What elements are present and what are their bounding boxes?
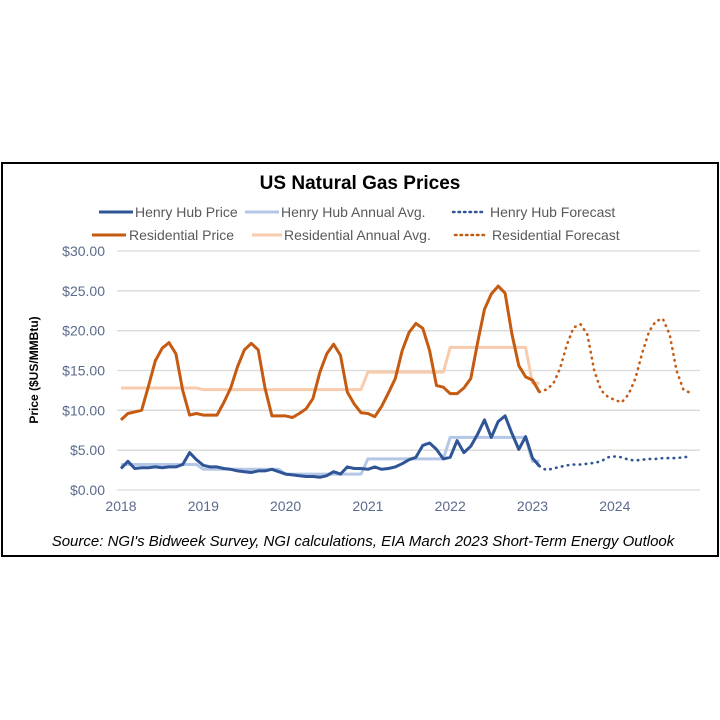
- series-residential-annual-avg: [121, 345, 540, 392]
- legend-henry-hub-forecast: Henry Hub Forecast: [490, 204, 615, 220]
- y-axis-ticks: $0.00 $5.00 $10.00 $15.00 $20.00 $25.00 $30.00: [62, 243, 105, 498]
- x-tick-label: 2018: [105, 498, 136, 514]
- legend: Henry Hub Price Henry Hub Annual Avg. He…: [92, 204, 620, 243]
- series-residential-forecast: [538, 317, 692, 404]
- x-tick-label: 2023: [517, 498, 548, 514]
- source-note: Source: NGI's Bidweek Survey, NGI calcul…: [52, 533, 676, 550]
- y-axis-label: Price ($US/MMBtu): [27, 316, 41, 423]
- x-tick-label: 2022: [435, 498, 466, 514]
- legend-residential-annual: Residential Annual Avg.: [284, 227, 431, 243]
- x-tick-label: 2019: [188, 498, 219, 514]
- gridlines: [117, 250, 700, 491]
- series-henry-hub-price: [119, 414, 541, 479]
- series-residential-price: [119, 284, 541, 421]
- legend-henry-hub-price: Henry Hub Price: [135, 204, 238, 220]
- series-lines: [119, 284, 692, 479]
- series-henry-hub-forecast: [538, 455, 692, 472]
- x-tick-label: 2021: [352, 498, 383, 514]
- x-tick-label: 2020: [270, 498, 301, 514]
- x-axis-ticks: 2018 2019 2020 2021 2022 2023 2024: [105, 498, 630, 514]
- chart-title: US Natural Gas Prices: [260, 173, 461, 194]
- legend-residential-price: Residential Price: [129, 227, 234, 243]
- y-tick-label: $15.00: [62, 363, 105, 379]
- legend-residential-forecast: Residential Forecast: [492, 227, 620, 243]
- chart-frame: [1, 162, 719, 557]
- y-tick-label: $10.00: [62, 402, 105, 418]
- y-tick-label: $0.00: [70, 482, 105, 498]
- y-tick-label: $5.00: [70, 442, 105, 458]
- y-tick-label: $20.00: [62, 323, 105, 339]
- y-tick-label: $25.00: [62, 283, 105, 299]
- y-tick-label: $30.00: [62, 243, 105, 259]
- series-henry-hub-annual-avg: [121, 435, 540, 476]
- legend-henry-hub-annual: Henry Hub Annual Avg.: [281, 204, 426, 220]
- x-tick-label: 2024: [599, 498, 630, 514]
